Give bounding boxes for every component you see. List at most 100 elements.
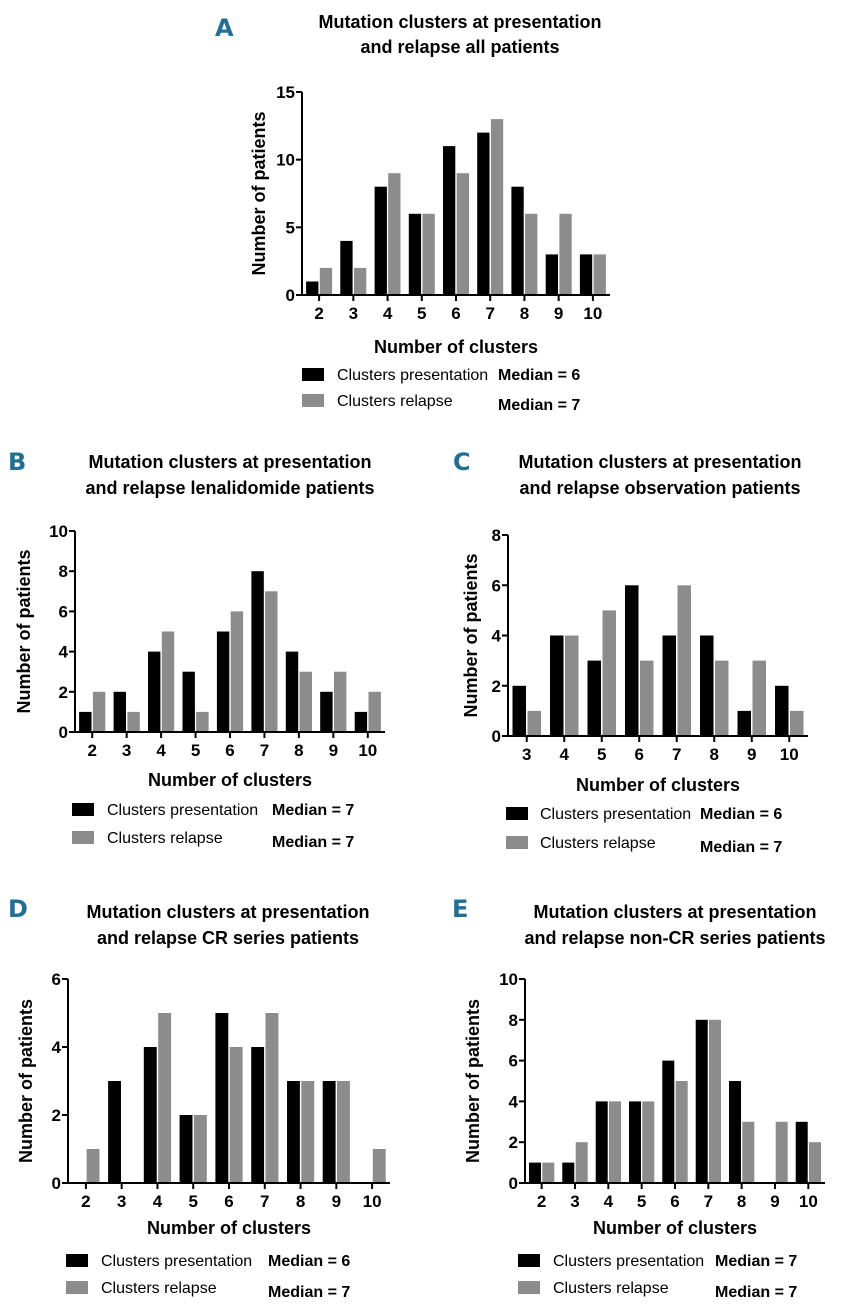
x-tick-label-a-10: 10 [583,304,602,323]
chart-title-c-line-1: Mutation clusters at presentation [518,452,801,472]
y-tick-label-e-8: 8 [509,1011,518,1030]
bar-b-relapse-3 [127,712,139,732]
bar-d-presentation-8 [287,1081,300,1183]
panel-letter-e: E [452,895,468,923]
x-tick-label-a-7: 7 [485,304,494,323]
x-tick-label-d-8: 8 [296,1192,305,1211]
bar-e-relapse-2 [542,1163,554,1183]
y-tick-label-a-15: 15 [276,83,295,102]
bar-d-relapse-2 [87,1149,100,1183]
bar-c-relapse-7 [678,585,692,736]
x-tick-label-d-6: 6 [224,1192,233,1211]
legend-label-d-presentation: Clusters presentation [101,1253,252,1270]
median-a-relapse: Median = 7 [498,397,580,414]
median-a-presentation: Median = 6 [498,367,580,384]
legend-label-a-presentation: Clusters presentation [337,367,488,384]
chart-title-b-line-1: Mutation clusters at presentation [88,452,371,472]
bar-b-presentation-10 [355,712,367,732]
chart-title-a-line-2: and relapse all patients [360,37,559,57]
x-tick-label-e-6: 6 [670,1192,679,1211]
bar-a-presentation-5 [409,214,421,295]
panel-letter-a: A [215,14,234,42]
x-tick-label-a-5: 5 [417,304,426,323]
bar-a-relapse-9 [559,214,571,295]
bar-c-relapse-4 [565,636,579,737]
bar-d-presentation-5 [180,1115,193,1183]
legend-swatch-e-relapse [518,1281,540,1294]
y-axis-title-a: Number of patients [249,111,269,275]
bar-c-presentation-3 [513,686,527,736]
bar-c-presentation-10 [775,686,789,736]
bar-b-relapse-5 [196,712,208,732]
bar-b-presentation-3 [114,692,126,732]
legend-label-e-presentation: Clusters presentation [553,1253,704,1270]
bar-b-presentation-4 [148,652,160,732]
bar-a-relapse-2 [320,268,332,295]
x-tick-label-e-4: 4 [604,1192,614,1211]
bar-e-presentation-5 [629,1101,641,1183]
bar-b-relapse-9 [334,672,346,732]
bar-b-presentation-7 [251,571,263,732]
median-c-presentation: Median = 6 [700,806,782,823]
bar-a-presentation-2 [306,282,318,296]
bar-b-presentation-8 [286,652,298,732]
x-tick-label-c-8: 8 [710,745,719,764]
y-tick-label-c-8: 8 [492,526,501,545]
bar-c-relapse-5 [603,610,617,736]
x-tick-label-e-3: 3 [570,1192,579,1211]
legend-swatch-a-presentation [302,368,324,381]
bar-e-relapse-6 [676,1081,688,1183]
bar-b-presentation-9 [320,692,332,732]
x-tick-label-c-4: 4 [560,745,570,764]
bar-d-relapse-8 [301,1081,314,1183]
bar-b-relapse-4 [162,632,174,733]
x-tick-label-b-9: 9 [329,741,338,760]
bar-b-relapse-8 [300,672,312,732]
x-tick-label-e-10: 10 [799,1192,818,1211]
x-tick-label-a-3: 3 [349,304,358,323]
x-tick-label-d-4: 4 [153,1192,163,1211]
bar-e-presentation-8 [729,1081,741,1183]
y-tick-label-d-6: 6 [52,970,61,989]
x-tick-label-c-7: 7 [672,745,681,764]
bar-e-relapse-8 [742,1122,754,1183]
legend-swatch-d-presentation [66,1254,88,1267]
y-axis-title-b: Number of patients [14,549,34,713]
x-axis-title-d: Number of clusters [147,1218,311,1238]
chart-title-e-line-2: and relapse non-CR series patients [524,928,825,948]
x-tick-label-b-5: 5 [191,741,200,760]
legend-swatch-b-relapse [72,831,94,844]
x-axis-title-a: Number of clusters [374,337,538,357]
bar-a-presentation-8 [511,187,523,295]
bar-c-relapse-10 [790,711,804,736]
x-tick-label-c-9: 9 [747,745,756,764]
legend-label-d-relapse: Clusters relapse [101,1280,217,1297]
bar-a-relapse-8 [525,214,537,295]
x-tick-label-d-9: 9 [332,1192,341,1211]
x-tick-label-d-7: 7 [260,1192,269,1211]
bar-c-relapse-3 [528,711,542,736]
y-tick-label-e-2: 2 [509,1133,518,1152]
bar-a-presentation-3 [340,241,352,295]
x-tick-label-e-5: 5 [637,1192,646,1211]
x-axis-title-b: Number of clusters [148,770,312,790]
panel-letter-d: D [8,895,28,923]
bar-e-presentation-4 [596,1101,608,1183]
x-tick-label-b-4: 4 [156,741,166,760]
bar-a-relapse-5 [423,214,435,295]
bar-b-relapse-7 [265,591,277,732]
bar-d-relapse-9 [337,1081,350,1183]
y-tick-label-e-6: 6 [509,1052,518,1071]
bar-c-relapse-8 [715,661,729,736]
legend-swatch-d-relapse [66,1281,88,1294]
x-tick-label-d-10: 10 [363,1192,382,1211]
bar-e-relapse-7 [709,1020,721,1183]
x-tick-label-e-7: 7 [704,1192,713,1211]
y-tick-label-e-4: 4 [509,1092,519,1111]
chart-title-c-line-2: and relapse observation patients [519,478,800,498]
y-tick-label-d-2: 2 [52,1106,61,1125]
bar-a-relapse-6 [457,173,469,295]
bar-c-presentation-9 [738,711,752,736]
bar-b-presentation-5 [183,672,195,732]
